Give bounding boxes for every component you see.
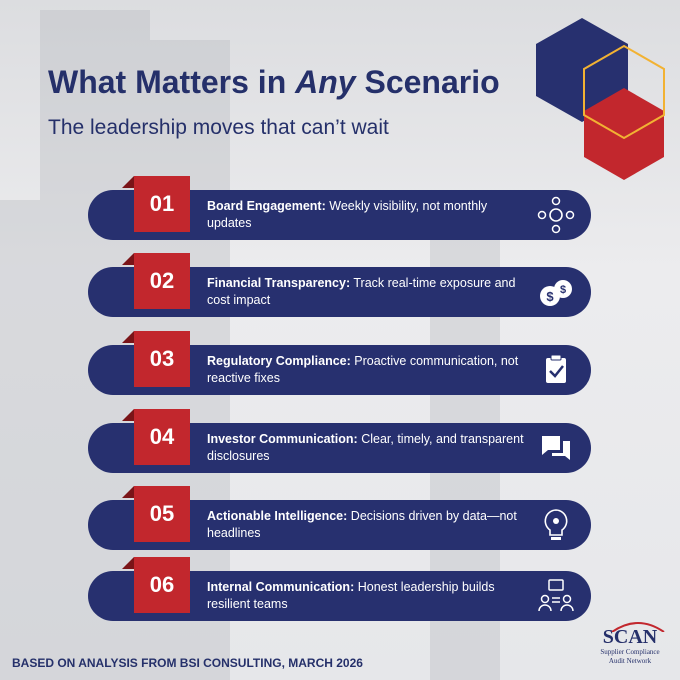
title-text: What Matters in	[48, 64, 296, 100]
hexagon-red	[584, 88, 664, 180]
item-icon	[546, 354, 566, 383]
item-number: 04	[134, 409, 190, 465]
number-fold	[122, 486, 134, 498]
item-text: Regulatory Compliance: Proactive communi…	[207, 353, 527, 387]
title: What Matters in Any Scenario	[48, 64, 500, 101]
item-icon	[537, 196, 575, 234]
item-number: 03	[134, 331, 190, 387]
hexagon-navy	[536, 18, 628, 122]
item-text: Investor Communication: Clear, timely, a…	[207, 431, 527, 465]
item-heading: Board Engagement:	[207, 199, 326, 213]
hexagon-outline	[583, 44, 665, 140]
item-text: Internal Communication: Honest leadershi…	[207, 579, 527, 613]
title-emphasis: Any	[295, 64, 356, 100]
item-heading: Internal Communication:	[207, 580, 355, 594]
item-heading: Financial Transparency:	[207, 276, 351, 290]
item-heading: Regulatory Compliance:	[207, 354, 351, 368]
item-icon	[542, 436, 570, 460]
logo: SCAN Supplier Compliance Audit Network	[592, 622, 668, 666]
item-number: 06	[134, 557, 190, 613]
number-fold	[122, 557, 134, 569]
item-description: Proactive communication, not reactive fi…	[207, 354, 519, 385]
logo-tagline: Supplier Compliance	[600, 648, 660, 656]
item-heading: Investor Communication:	[207, 432, 358, 446]
logo-tagline: Audit Network	[608, 657, 652, 665]
subtitle: The leadership moves that can’t wait	[48, 116, 389, 139]
number-fold	[122, 409, 134, 421]
item-description: Clear, timely, and transparent disclosur…	[207, 432, 524, 463]
item-icon: $ $	[540, 280, 572, 306]
item-number: 05	[134, 486, 190, 542]
svg-text:$: $	[560, 284, 566, 296]
item-heading: Actionable Intelligence:	[207, 509, 348, 523]
item-description: Weekly visibility, not monthly updates	[207, 199, 488, 230]
number-fold	[122, 331, 134, 343]
footer: BASED ON ANALYSIS FROM BSI CONSULTING, M…	[12, 656, 363, 670]
title-text: Scenario	[355, 64, 500, 100]
number-fold	[122, 253, 134, 265]
item-text: Financial Transparency: Track real-time …	[207, 275, 527, 309]
item-description: Honest leadership builds resilient teams	[207, 580, 495, 611]
background-building	[0, 200, 40, 680]
item-icon	[538, 579, 574, 612]
logo-name: SCAN	[602, 626, 658, 648]
hexagon-decoration	[536, 18, 665, 180]
item-text: Board Engagement: Weekly visibility, not…	[207, 198, 527, 232]
logo-arc	[611, 622, 665, 632]
item-number: 02	[134, 253, 190, 309]
item-number: 01	[134, 176, 190, 232]
number-fold	[122, 176, 134, 188]
item-icon	[544, 509, 568, 540]
item-text: Actionable Intelligence: Decisions drive…	[207, 508, 527, 542]
item-description: Track real-time exposure and cost impact	[207, 276, 516, 307]
item-description: Decisions driven by data—not headlines	[207, 509, 517, 540]
svg-text:$: $	[546, 289, 554, 304]
